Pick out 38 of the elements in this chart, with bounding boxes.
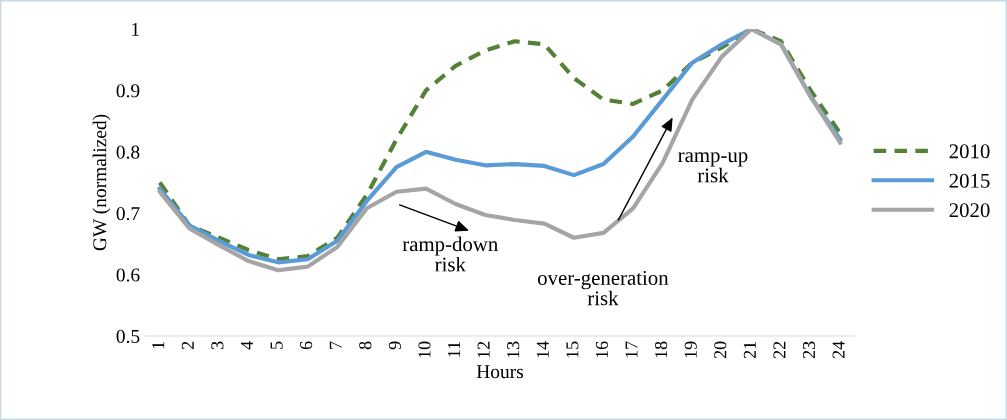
- x-tick-label: 22: [773, 341, 786, 359]
- x-tick-label: 15: [566, 341, 579, 358]
- x-tick-label: 9: [388, 341, 401, 350]
- x-axis-title: Hours: [476, 365, 524, 379]
- x-tick-label: 23: [802, 341, 816, 359]
- x-tick-label: 14: [536, 341, 549, 358]
- y-tick-label: 0.7: [116, 207, 140, 221]
- annotation: over-generation risk: [537, 270, 669, 306]
- x-tick-label: 18: [655, 341, 668, 358]
- x-tick-label: 12: [477, 341, 490, 358]
- y-tick-label: 1: [132, 22, 139, 36]
- x-tick-label: 17: [625, 341, 638, 358]
- x-tick-label: 10: [418, 341, 431, 358]
- x-tick-label: 2: [181, 341, 194, 350]
- annotation: ramp-down risk: [402, 236, 498, 272]
- y-axis-title: GW (normalized): [92, 114, 111, 251]
- x-tick-label: 21: [743, 341, 756, 359]
- x-tick-label: 13: [507, 341, 520, 358]
- x-tick-label: 24: [832, 341, 845, 359]
- x-tick-label: 19: [684, 341, 697, 358]
- x-tick-label: 11: [448, 341, 460, 357]
- y-tick-label: 0.5: [116, 329, 140, 344]
- x-tick-label: 16: [595, 341, 609, 358]
- x-tick-label: 7: [329, 341, 342, 349]
- legend-label: 2015: [949, 173, 990, 188]
- x-tick-label: 20: [714, 341, 727, 359]
- x-tick-label: 6: [300, 341, 313, 350]
- y-tick-label: 0.9: [116, 84, 140, 98]
- x-tick-label: 5: [270, 341, 283, 349]
- annotation: ramp-up risk: [678, 152, 748, 183]
- legend-label: 2010: [949, 144, 990, 159]
- x-tick-label: 3: [211, 341, 224, 350]
- x-tick-label: 1: [152, 341, 165, 349]
- legend-label: 2020: [949, 203, 990, 218]
- y-tick-label: 0.6: [116, 268, 140, 282]
- x-tick-label: 8: [359, 341, 372, 350]
- y-tick-label: 0.8: [116, 145, 140, 159]
- x-tick-label: 4: [241, 341, 253, 350]
